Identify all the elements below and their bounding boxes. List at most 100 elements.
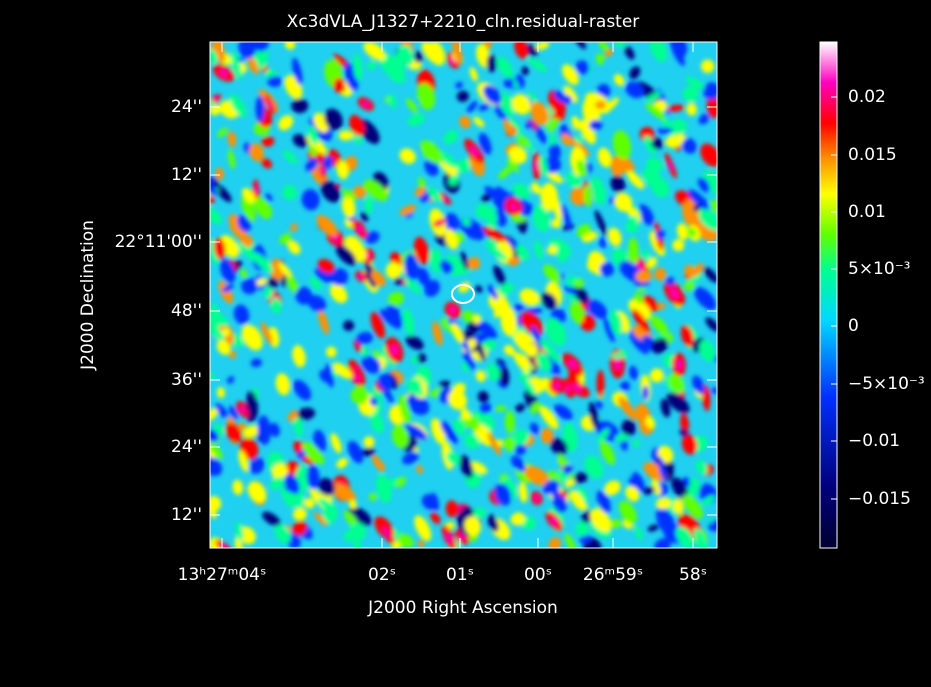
noise-blob <box>303 498 315 509</box>
noise-blob <box>468 416 480 431</box>
noise-blob <box>631 309 650 333</box>
noise-blob <box>406 394 430 416</box>
noise-blob <box>534 240 544 260</box>
noise-blob <box>645 102 666 120</box>
noise-blob <box>470 461 488 475</box>
noise-blob <box>462 218 471 227</box>
noise-blob <box>472 314 482 325</box>
noise-blob <box>579 119 596 145</box>
noise-blob <box>270 297 282 314</box>
noise-blob <box>324 108 343 131</box>
noise-blob <box>503 78 515 89</box>
noise-blob <box>624 46 635 60</box>
noise-blob <box>240 268 248 279</box>
noise-blob <box>569 301 584 324</box>
noise-blob <box>621 419 636 436</box>
noise-blob <box>524 121 535 129</box>
noise-blob <box>260 322 273 345</box>
noise-blob <box>643 462 668 482</box>
y-tick-label: 36'' <box>171 370 202 390</box>
noise-blob <box>540 292 558 310</box>
noise-blob <box>247 56 259 75</box>
noise-blob <box>494 103 507 120</box>
noise-blob <box>343 529 358 542</box>
noise-blob <box>439 380 451 388</box>
noise-peak <box>353 374 360 382</box>
noise-blob <box>388 94 397 109</box>
noise-blob <box>301 189 320 211</box>
noise-blob <box>317 258 335 274</box>
colorbar-tick-label: −0.01 <box>848 431 900 451</box>
noise-peak <box>614 357 621 370</box>
noise-blob <box>532 204 550 232</box>
noise-blob <box>363 42 386 61</box>
noise-blob <box>579 535 592 544</box>
noise-blob <box>362 447 376 457</box>
noise-peak <box>534 495 540 501</box>
noise-blob <box>429 42 446 66</box>
noise-blob <box>329 283 348 303</box>
noise-blob <box>310 164 329 187</box>
noise-blob <box>501 66 520 90</box>
noise-blob <box>432 321 443 346</box>
noise-blob <box>367 60 377 71</box>
noise-blob <box>360 211 369 222</box>
noise-blob <box>364 194 373 214</box>
noise-blob <box>517 135 530 148</box>
noise-blob <box>589 508 612 533</box>
colorbar-tick-label: 5×10⁻³ <box>848 259 910 279</box>
noise-blob <box>705 177 717 197</box>
noise-blob <box>306 465 320 490</box>
noise-blob <box>564 533 577 548</box>
noise-blob <box>595 100 606 109</box>
noise-blob <box>692 375 705 395</box>
noise-blob <box>414 186 426 197</box>
noise-blob <box>409 385 424 397</box>
noise-blob <box>483 85 502 105</box>
noise-blob <box>372 350 381 359</box>
noise-blob <box>292 57 303 85</box>
noise-blob <box>515 244 530 261</box>
noise-blob <box>672 239 685 252</box>
noise-blob <box>210 302 220 331</box>
noise-blob <box>594 210 608 237</box>
noise-blob <box>353 185 366 199</box>
noise-blob <box>417 540 425 548</box>
colorbar-tick-label: 0 <box>848 316 859 336</box>
noise-blob <box>364 262 377 289</box>
noise-blob <box>237 422 247 431</box>
noise-blob <box>278 115 294 131</box>
noise-blob <box>210 47 218 64</box>
noise-blob <box>635 270 652 283</box>
noise-blob <box>414 50 423 63</box>
noise-blob <box>255 278 268 286</box>
noise-blob <box>481 193 492 203</box>
noise-blob <box>512 429 530 446</box>
noise-blob <box>646 256 658 269</box>
noise-blob <box>597 147 612 168</box>
noise-blob <box>625 486 640 502</box>
noise-blob <box>681 434 698 455</box>
noise-blob <box>225 423 242 443</box>
noise-blob <box>596 369 605 399</box>
noise-blob <box>267 75 282 88</box>
noise-blob <box>233 304 250 325</box>
noise-blob <box>611 352 625 359</box>
noise-blob <box>238 450 249 472</box>
beam-marker <box>451 284 475 304</box>
noise-blob <box>682 138 697 154</box>
noise-blob <box>604 480 621 496</box>
noise-blob <box>618 500 637 524</box>
noise-blob <box>246 390 259 420</box>
noise-blob <box>618 396 637 420</box>
noise-blob <box>464 516 481 537</box>
noise-blob <box>430 512 441 524</box>
noise-peak <box>442 196 448 202</box>
noise-blob <box>530 101 549 126</box>
noise-blob <box>483 42 492 50</box>
noise-blob <box>680 324 694 347</box>
noise-blob <box>666 392 690 414</box>
noise-blob <box>228 214 248 240</box>
noise-blob <box>335 245 357 266</box>
noise-peak <box>356 225 364 234</box>
